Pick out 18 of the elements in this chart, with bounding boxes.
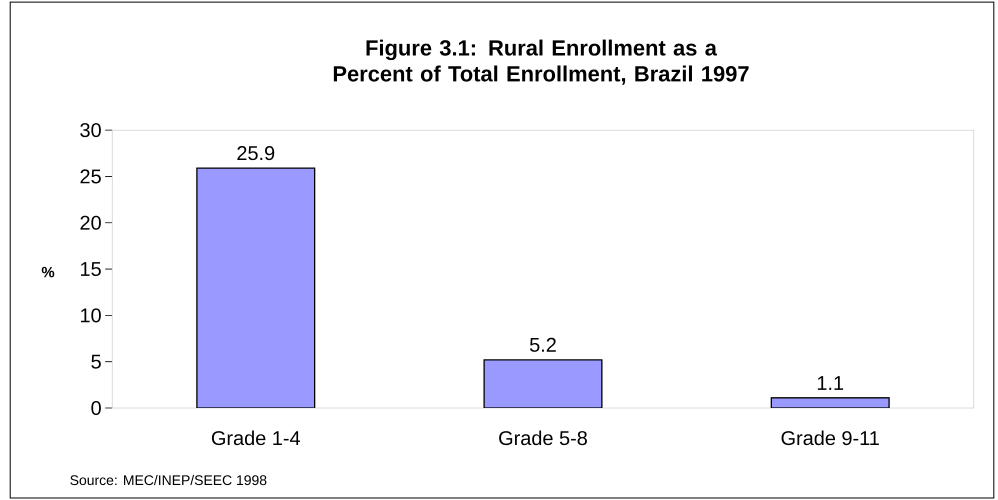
- data-label: 1.1: [818, 376, 844, 390]
- y-tick-label: 0: [91, 400, 101, 415]
- y-axis-title: %: [42, 266, 54, 278]
- bar: [483, 359, 603, 408]
- y-tick-label: 30: [80, 123, 101, 138]
- x-tick-label: Grade 1-4: [212, 430, 300, 446]
- chart-title: Figure 3.1: Rural Enrollment as a Percent of Total Enrollment, Brazil 1997: [334, 39, 749, 85]
- source-note: Source: MEC/INEP/SEEC 1998: [70, 474, 266, 486]
- y-tick-label: 15: [81, 262, 101, 276]
- x-tick-label: Grade 5-8: [499, 430, 587, 446]
- data-label: 5.2: [530, 338, 556, 352]
- bar: [196, 167, 316, 408]
- x-tick-label: Grade 9-11: [782, 430, 879, 446]
- y-tick-label: 5: [91, 354, 101, 369]
- data-label: 25.9: [237, 146, 274, 160]
- y-tick-label: 10: [81, 308, 101, 322]
- y-tick-label: 20: [80, 216, 101, 230]
- y-tick-label: 25: [80, 169, 101, 184]
